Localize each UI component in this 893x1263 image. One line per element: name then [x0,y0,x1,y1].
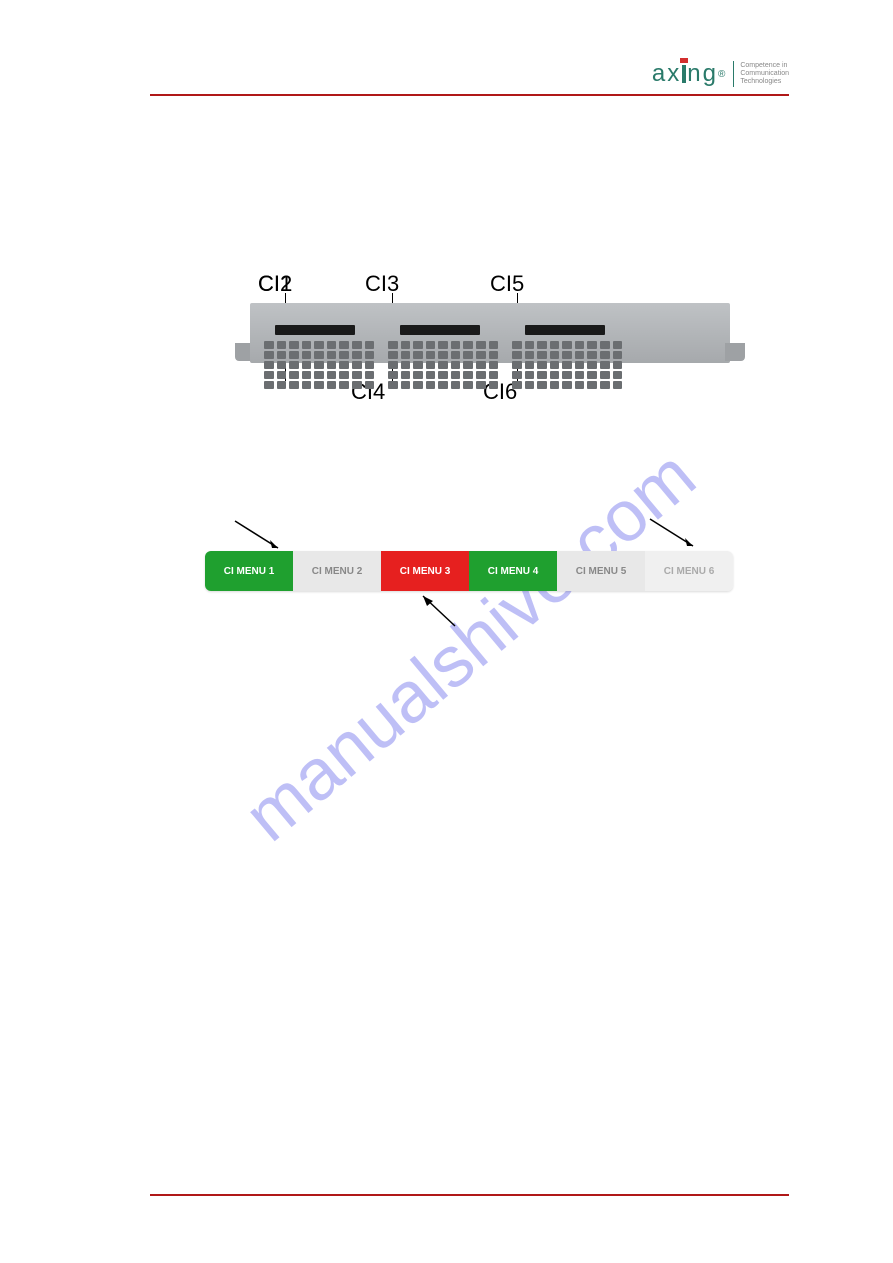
footer-rule [150,1194,789,1196]
logo-wordmark: axng® [652,60,727,88]
menu-label: CI MENU 2 [312,566,363,577]
vent-block [388,341,498,389]
ci-menu-3-button[interactable]: CI MENU 3 [381,551,469,591]
ci-menu-4-button[interactable]: CI MENU 4 [469,551,557,591]
ci-menu-bar: CI MENU 1 CI MENU 2 CI MENU 3 CI MENU 4 … [205,551,733,591]
arrow-icon [230,516,290,556]
tagline-line: Technologies [740,78,781,85]
ci-slot [400,325,480,335]
label-ci3: CI3 [365,271,399,297]
logo-tagline: Competence in Communication Technologies [740,62,789,85]
brand-logo: axng® Competence in Communication Techno… [652,60,789,88]
ci-slot [525,325,605,335]
ci-slot [275,325,355,335]
page-container: axng® Competence in Communication Techno… [150,60,789,1196]
page-header: axng® Competence in Communication Techno… [150,60,789,90]
tagline-line: Competence in [740,62,787,69]
label-ci5: CI5 [490,271,524,297]
page-content: manualshive.com CI1 CI3 CI5 CI2 CI4 CI6 [150,96,789,1196]
menu-label: CI MENU 4 [488,566,539,577]
tagline-line: Communication [740,70,789,77]
vent-block [264,341,374,389]
arrow-icon [645,514,705,554]
ci-menu-5-button[interactable]: CI MENU 5 [557,551,645,591]
ci-menu-6-button[interactable]: CI MENU 6 [645,551,733,591]
label-ci2: CI2 [258,271,292,297]
watermark-text: manualshive.com [229,435,711,858]
menu-label: CI MENU 1 [224,566,275,577]
device-bracket [725,343,745,361]
menu-label: CI MENU 5 [576,566,627,577]
vent-block [512,341,622,389]
ci-menu-2-button[interactable]: CI MENU 2 [293,551,381,591]
ci-menu-1-button[interactable]: CI MENU 1 [205,551,293,591]
menu-label: CI MENU 6 [664,566,715,577]
logo-separator [733,61,734,87]
menu-label: CI MENU 3 [400,566,451,577]
arrow-icon [415,591,465,631]
